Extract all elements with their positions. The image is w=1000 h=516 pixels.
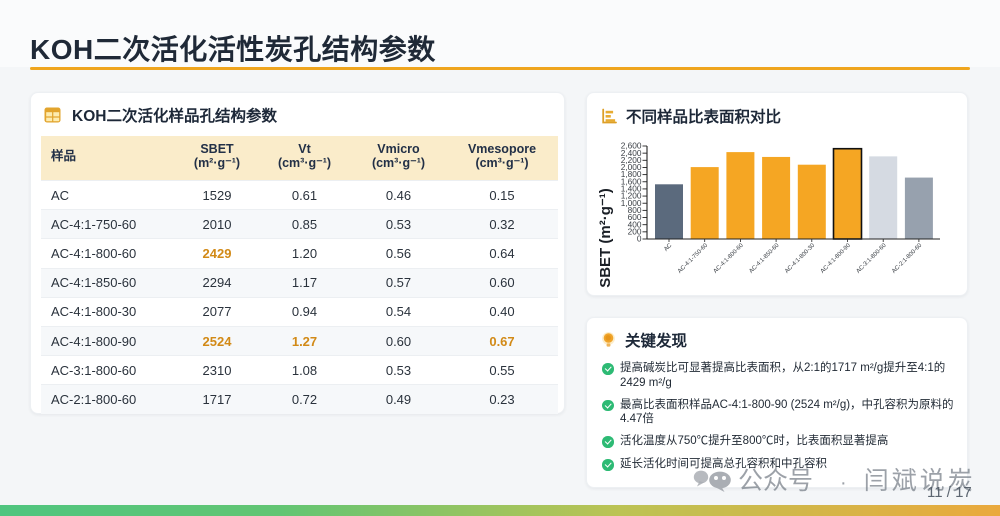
svg-text:1,600: 1,600	[621, 176, 642, 186]
svg-text:2,200: 2,200	[621, 155, 642, 165]
svg-text:AC-2:1-800-60: AC-2:1-800-60	[891, 242, 924, 275]
svg-text:1,800: 1,800	[621, 169, 642, 179]
svg-text:AC-4:1-750-60: AC-4:1-750-60	[677, 242, 710, 275]
svg-text:800: 800	[628, 205, 642, 215]
svg-text:400: 400	[628, 219, 642, 229]
svg-text:SBET (m²·g⁻¹): SBET (m²·g⁻¹)	[597, 188, 614, 288]
svg-text:AC: AC	[663, 242, 674, 253]
svg-text:2,000: 2,000	[621, 162, 642, 172]
svg-text:1,000: 1,000	[621, 198, 642, 208]
svg-text:AC-3:1-800-60: AC-3:1-800-60	[856, 242, 889, 275]
svg-text:600: 600	[628, 212, 642, 222]
svg-text:0: 0	[637, 234, 642, 244]
svg-text:2,400: 2,400	[621, 148, 642, 158]
svg-text:AC-4:1-850-60: AC-4:1-850-60	[748, 242, 781, 275]
svg-text:1,200: 1,200	[621, 191, 642, 201]
svg-text:1,400: 1,400	[621, 184, 642, 194]
svg-text:AC-4:1-800-60: AC-4:1-800-60	[713, 242, 746, 275]
svg-text:AC-4:1-800-30: AC-4:1-800-30	[784, 242, 817, 275]
svg-text:2,600: 2,600	[621, 141, 642, 151]
svg-text:AC-4:1-800-90: AC-4:1-800-90	[820, 242, 853, 275]
svg-text:200: 200	[628, 226, 642, 236]
